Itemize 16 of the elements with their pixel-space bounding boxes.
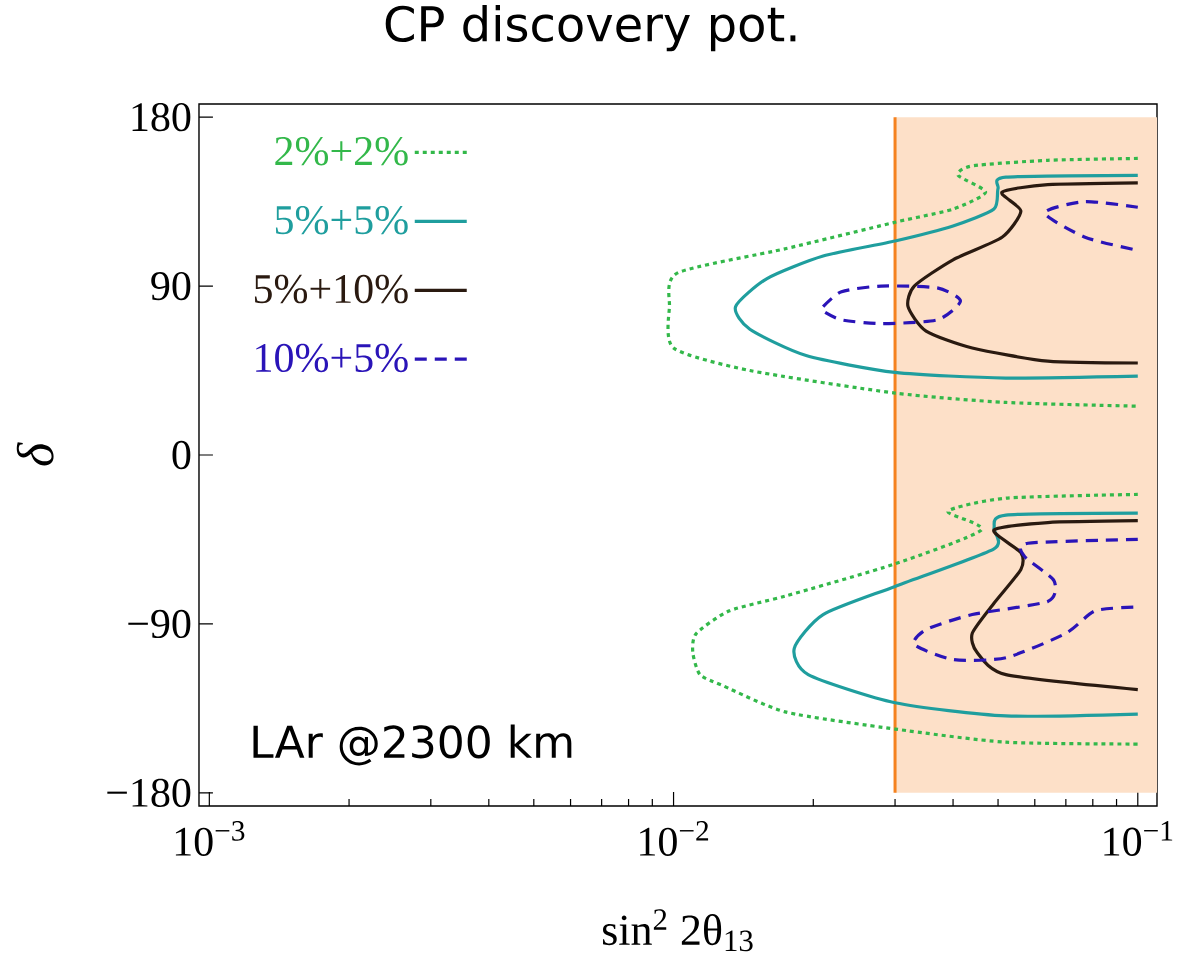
legend-label: 2%+2%: [275, 136, 408, 166]
y-tick-label: −90: [128, 609, 191, 639]
y-tick-label: −180: [107, 778, 191, 808]
legend-label: 10%+5%: [256, 343, 408, 373]
y-axis-title: δ: [16, 442, 54, 466]
annotation: LAr @2300 km: [253, 724, 572, 766]
y-tick-label: 90: [151, 271, 191, 301]
x-axis-title: sin$^{2}$ 2θ$_{13}$: [603, 909, 753, 952]
y-tick-label: 180: [132, 102, 191, 132]
legend-label: 5%+10%: [254, 274, 408, 304]
legend-label: 5%+5%: [275, 205, 408, 235]
chart-title: CP discovery pot.: [385, 4, 796, 52]
x-tick-label: 10$^{−1}$: [1104, 821, 1173, 856]
x-tick-label: 10$^{−3}$: [175, 821, 245, 856]
y-tick-label: 0: [172, 440, 191, 470]
x-tick-label: 10$^{−2}$: [640, 821, 709, 856]
